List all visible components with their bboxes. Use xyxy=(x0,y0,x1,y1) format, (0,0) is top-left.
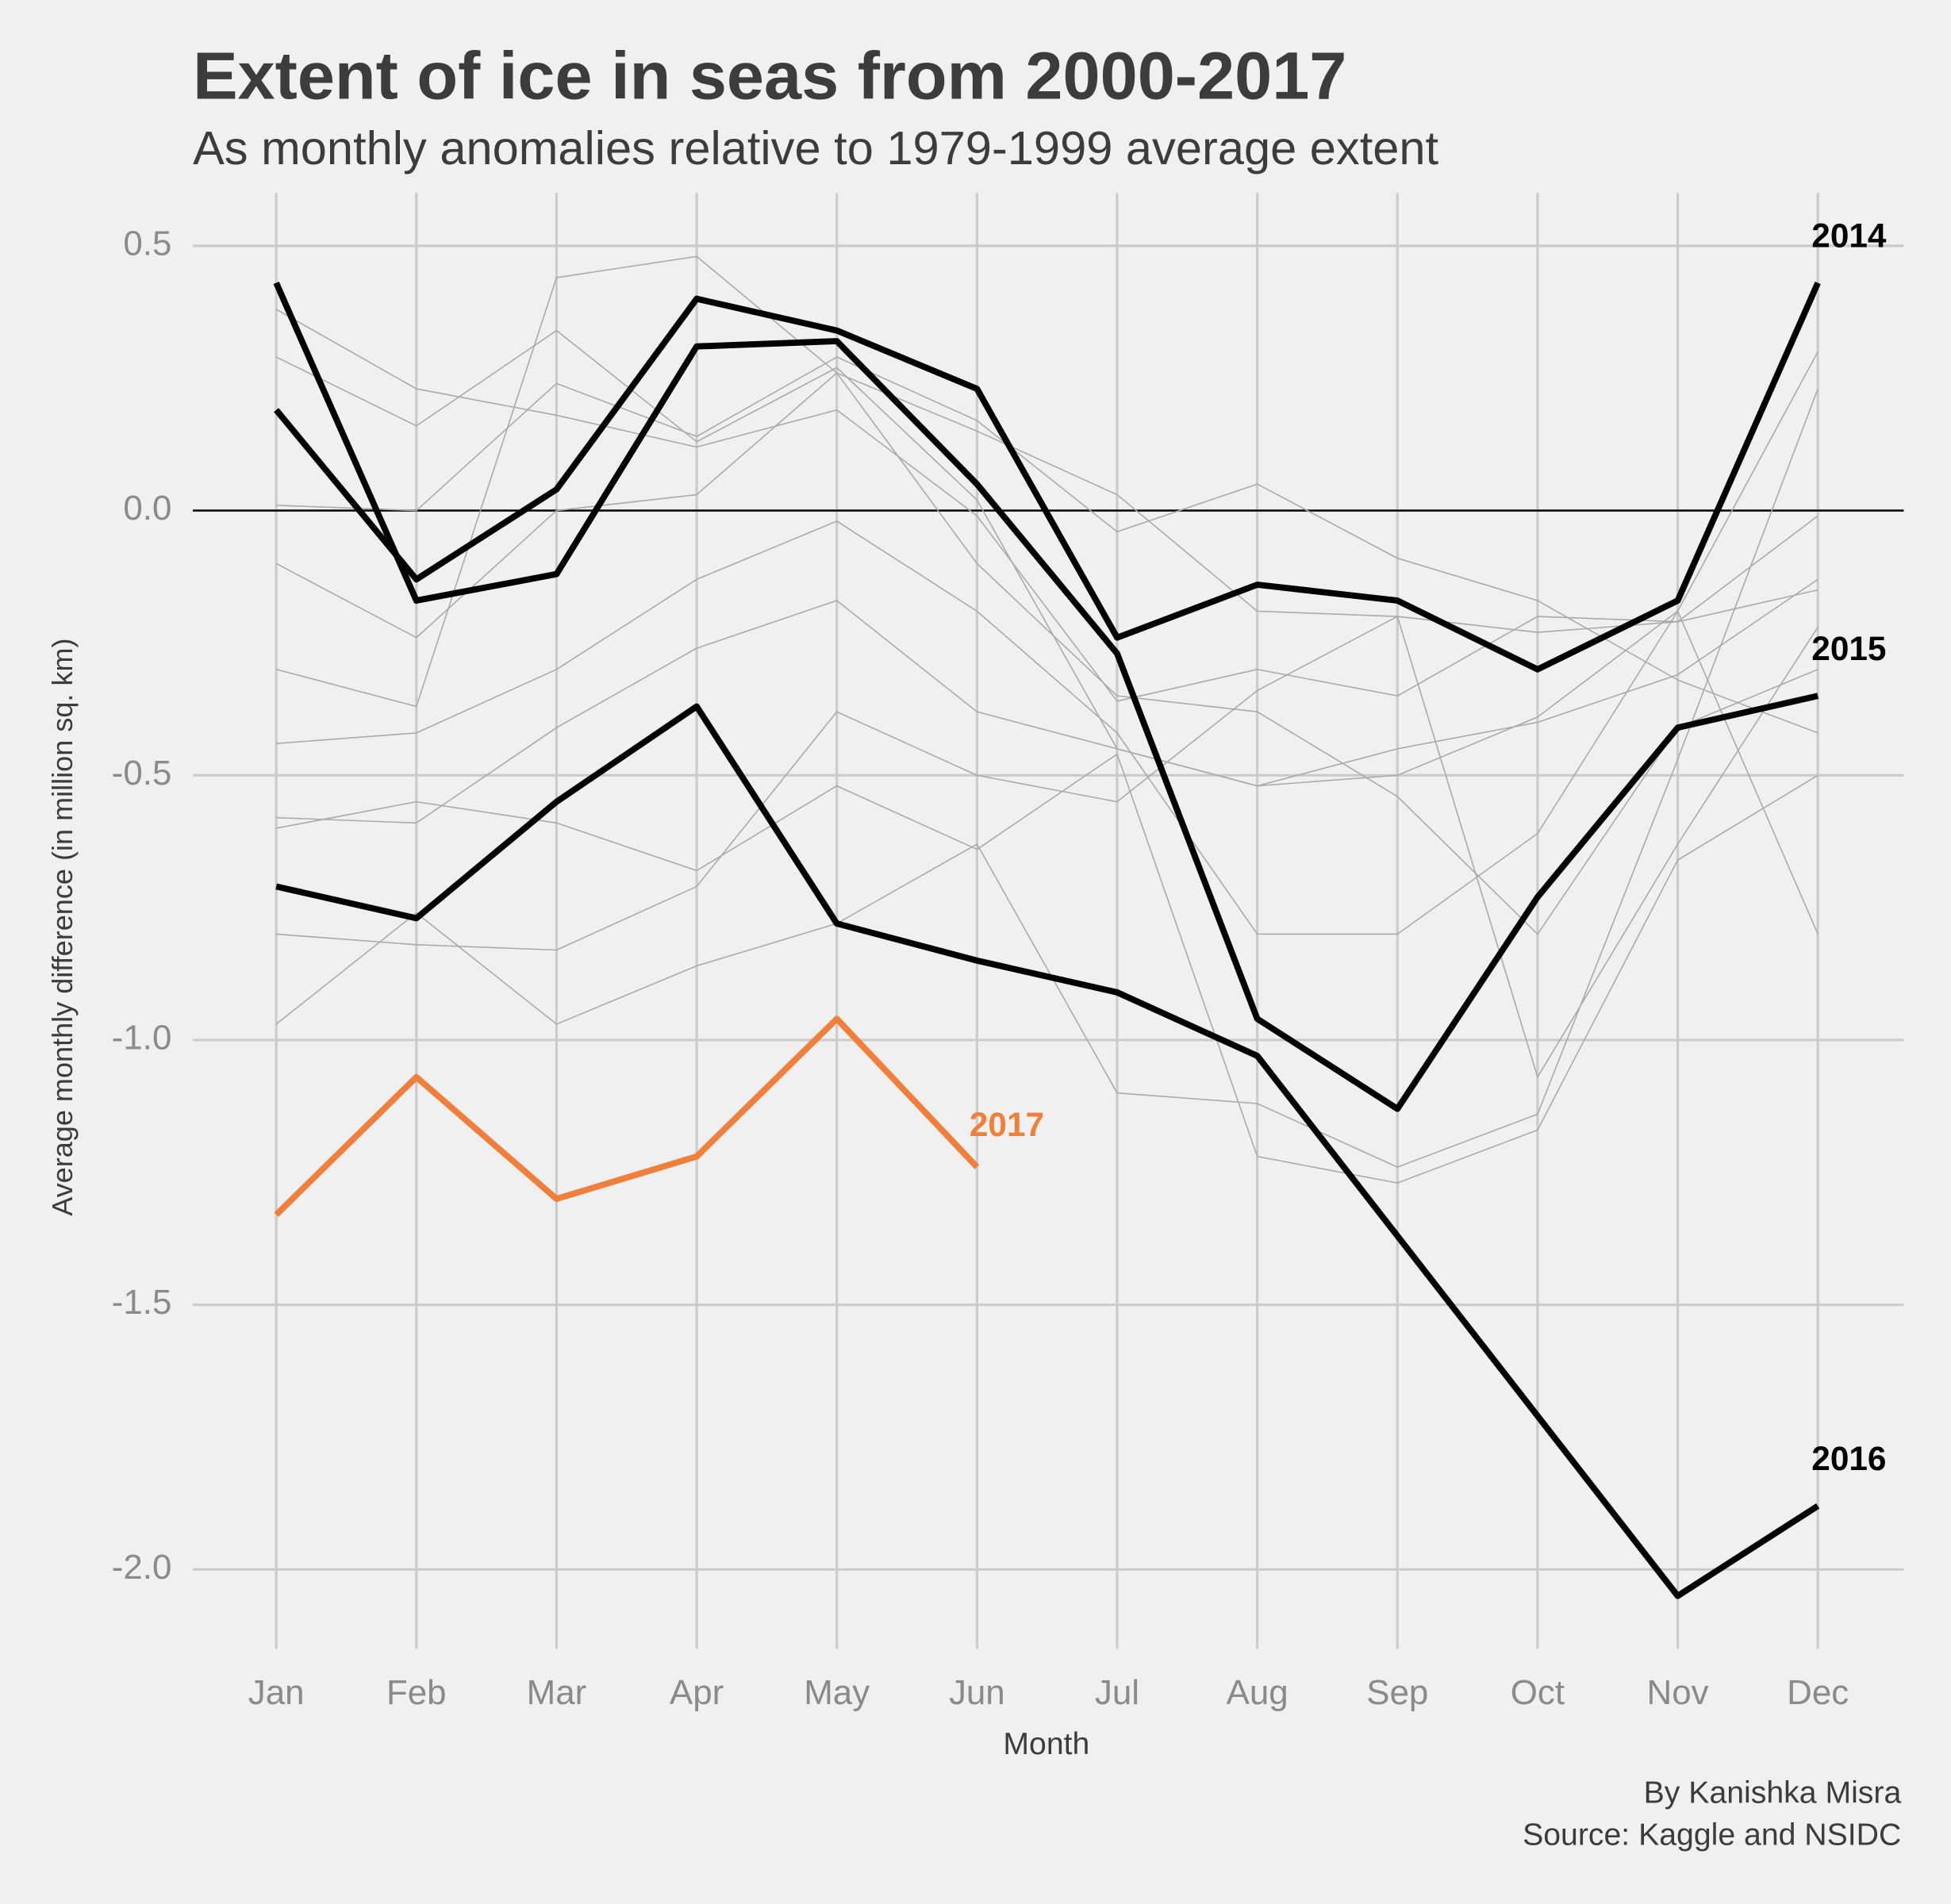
y-tick-label: 0.0 xyxy=(123,489,171,528)
x-tick-label: May xyxy=(804,1673,870,1712)
background-line xyxy=(275,388,1819,1168)
x-tick-label: Jan xyxy=(248,1673,305,1712)
x-tick-label: Apr xyxy=(670,1673,724,1712)
series-line xyxy=(275,703,1820,1599)
series-label: 2014 xyxy=(1811,217,1887,254)
background-line xyxy=(275,372,1819,639)
x-tick-label: Feb xyxy=(386,1673,447,1712)
background-line xyxy=(276,356,1819,734)
caption: By Kanishka Misra xyxy=(1644,1775,1902,1810)
background-line xyxy=(275,309,1819,702)
x-tick-label: Oct xyxy=(1511,1673,1565,1712)
y-tick-label: -1.0 xyxy=(112,1019,172,1058)
background-line xyxy=(276,578,1819,824)
series-label: 2017 xyxy=(970,1106,1044,1143)
background-line xyxy=(276,520,1819,935)
x-tick-label: Sep xyxy=(1366,1673,1428,1712)
series-line xyxy=(273,282,1819,1112)
chart-subtitle: As monthly anomalies relative to 1979-19… xyxy=(193,121,1438,175)
background-line xyxy=(275,255,1819,935)
caption: Source: Kaggle and NSIDC xyxy=(1523,1818,1901,1852)
chart-title: Extent of ice in seas from 2000-2017 xyxy=(193,37,1346,113)
y-tick-label: -1.5 xyxy=(112,1283,172,1322)
x-axis-label: Month xyxy=(1003,1727,1089,1761)
y-tick-label: 0.5 xyxy=(123,224,171,263)
background-line xyxy=(276,616,1819,1078)
y-tick-label: -2.0 xyxy=(112,1548,172,1587)
x-tick-label: Jun xyxy=(949,1673,1005,1712)
series-label: 2016 xyxy=(1811,1440,1886,1477)
series-label: 2015 xyxy=(1811,630,1886,667)
series-line xyxy=(274,1015,980,1217)
y-axis-label: Average monthly difference (in million s… xyxy=(46,638,79,1215)
x-tick-label: Jul xyxy=(1095,1673,1139,1712)
series-line xyxy=(274,282,1821,673)
x-tick-label: Nov xyxy=(1647,1673,1709,1712)
background-line xyxy=(275,329,1819,787)
y-tick-label: -0.5 xyxy=(112,754,172,793)
x-tick-label: Aug xyxy=(1227,1673,1289,1712)
x-tick-label: Dec xyxy=(1787,1673,1849,1712)
x-tick-label: Mar xyxy=(527,1673,587,1712)
